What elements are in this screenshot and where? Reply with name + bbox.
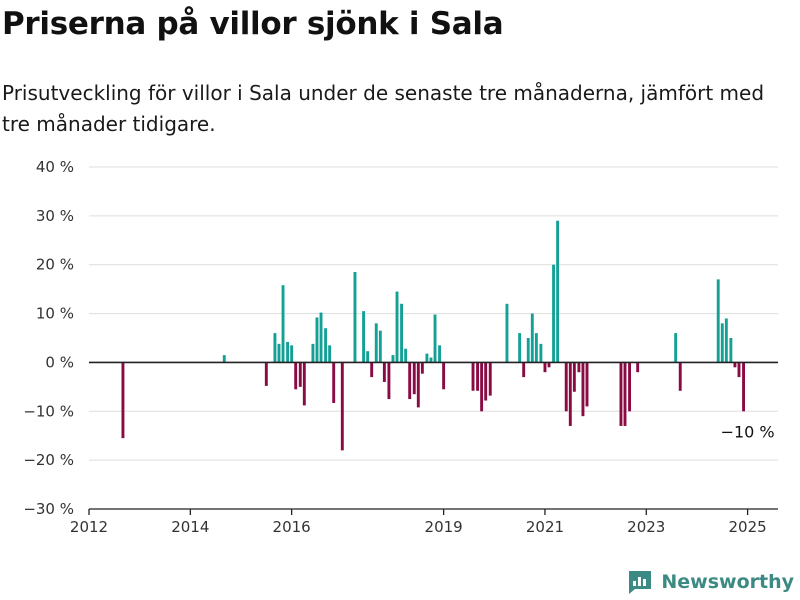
bar xyxy=(311,343,315,363)
chart-subtitle: Prisutveckling för villor i Sala under d… xyxy=(2,81,765,136)
x-tick-label: 2014 xyxy=(171,518,209,535)
bar xyxy=(395,291,399,363)
bar xyxy=(319,312,323,363)
bar xyxy=(366,351,370,363)
bar xyxy=(729,338,733,363)
bar xyxy=(539,343,543,363)
newsworthy-logo: Newsworthy xyxy=(627,570,794,594)
bar xyxy=(547,362,551,368)
bar xyxy=(222,355,226,363)
bar xyxy=(328,345,332,363)
y-tick-label: 30 % xyxy=(36,207,74,225)
y-tick-label: 20 % xyxy=(36,256,74,274)
chart-title: Priserna på villor sjönk i Sala xyxy=(2,6,504,42)
bar xyxy=(526,338,530,363)
bar xyxy=(408,362,412,400)
bar xyxy=(733,362,737,368)
bar xyxy=(518,333,522,363)
bar xyxy=(378,330,382,363)
bar xyxy=(476,362,480,391)
bar xyxy=(534,333,538,363)
bar xyxy=(619,362,623,426)
latest-value-annotation: −10 % xyxy=(721,422,775,441)
bar xyxy=(442,362,446,390)
bar xyxy=(387,362,391,400)
x-tick-label: 2023 xyxy=(627,518,665,535)
bar xyxy=(716,279,720,363)
bar xyxy=(429,357,433,363)
bar xyxy=(471,362,475,391)
bar xyxy=(585,362,589,407)
bar xyxy=(286,341,290,363)
bar xyxy=(298,362,302,387)
bar xyxy=(438,345,442,363)
bar xyxy=(382,362,386,382)
bar xyxy=(281,285,285,363)
bar xyxy=(674,333,678,363)
x-tick-label: 2025 xyxy=(729,518,767,535)
newsworthy-logo-icon xyxy=(629,571,652,594)
bar xyxy=(400,303,404,363)
bar xyxy=(374,323,378,363)
bar xyxy=(416,362,420,408)
bar xyxy=(302,362,306,406)
bar xyxy=(315,317,319,363)
newsworthy-logo-text: Newsworthy xyxy=(661,571,794,593)
bar xyxy=(480,362,484,412)
bar xyxy=(412,362,416,395)
bar xyxy=(530,313,534,363)
bar xyxy=(362,311,366,363)
x-tick-label: 2012 xyxy=(70,518,108,535)
bar xyxy=(572,362,576,392)
x-tick-label: 2016 xyxy=(273,518,311,535)
bar xyxy=(425,353,429,363)
bar xyxy=(522,362,526,378)
bar xyxy=(294,362,298,390)
bar xyxy=(568,362,572,426)
bar xyxy=(505,303,509,363)
bar xyxy=(370,362,374,378)
y-tick-label: −10 % xyxy=(23,402,74,420)
bar xyxy=(121,362,125,439)
bar xyxy=(277,343,281,363)
bar xyxy=(264,362,268,386)
axes: 40 % 30 % 20 % 10 % 0 % −10 % −20 % −30 %2012 20… xyxy=(23,158,778,535)
bars xyxy=(121,220,745,451)
bar xyxy=(577,362,581,373)
y-tick-label: 40 % xyxy=(36,158,74,176)
bar xyxy=(273,333,277,363)
x-tick-label: 2019 xyxy=(425,518,463,535)
bar xyxy=(420,362,424,374)
bar xyxy=(340,362,344,451)
bar xyxy=(552,264,556,363)
bar xyxy=(623,362,627,426)
bar xyxy=(678,362,682,391)
bar xyxy=(391,355,395,363)
y-tick-label: −20 % xyxy=(23,451,74,469)
y-tick-label: 0 % xyxy=(45,353,74,371)
bar xyxy=(737,362,741,378)
gridlines xyxy=(89,166,778,461)
bar xyxy=(484,362,488,401)
bar xyxy=(543,362,547,373)
bar xyxy=(556,220,560,363)
bar xyxy=(636,362,640,373)
bar-chart: 40 % 30 % 20 % 10 % 0 % −10 % −20 % −30 %2012 20… xyxy=(23,158,778,535)
bar xyxy=(724,318,728,363)
bar xyxy=(290,345,294,363)
x-tick-label: 2021 xyxy=(526,518,564,535)
y-tick-label: −30 % xyxy=(23,500,74,518)
y-tick-label: 10 % xyxy=(36,305,74,323)
bar xyxy=(720,323,724,363)
bar xyxy=(581,362,585,417)
bar xyxy=(353,272,357,363)
bar xyxy=(404,348,408,363)
bar xyxy=(433,314,437,363)
bar xyxy=(564,362,568,412)
bar xyxy=(332,362,336,403)
bar xyxy=(742,362,745,412)
bar xyxy=(488,362,492,396)
bar xyxy=(324,328,328,363)
bar xyxy=(628,362,632,412)
